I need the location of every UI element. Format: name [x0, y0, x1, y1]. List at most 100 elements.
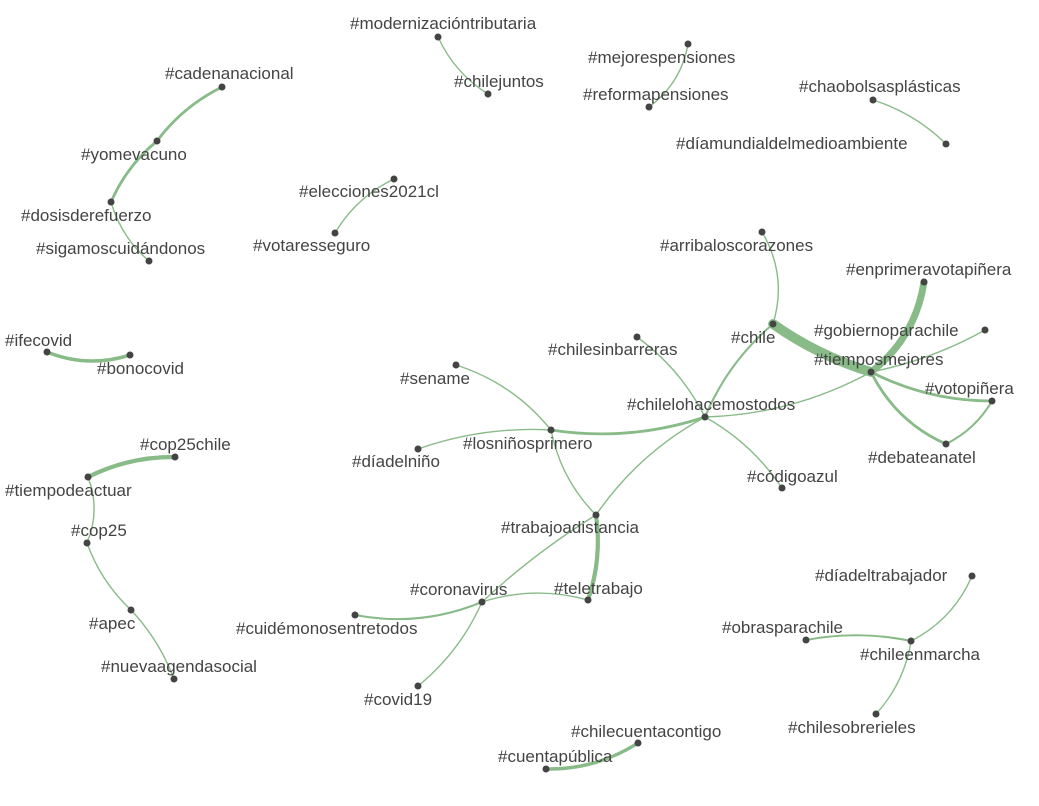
edge-chaobolsas-diamundial — [872, 99, 947, 145]
node-ifecovid[interactable] — [43, 348, 51, 356]
edge-trabajoadistancia-coronavirus — [481, 514, 597, 603]
edge-obrasparachile-chileenmarcha — [804, 634, 913, 643]
edge-trabajoadistancia-teletrabajo — [585, 512, 600, 603]
node-chile[interactable] — [769, 320, 777, 328]
node-cop25[interactable] — [83, 539, 91, 547]
node-bonocovid[interactable] — [126, 351, 134, 359]
edge-cop25chile-tiempodeactuar — [85, 454, 178, 480]
node-dosisderefuerzo[interactable] — [107, 198, 115, 206]
label-chileenmarcha: #chileenmarcha — [860, 645, 981, 664]
label-bonocovid: #bonocovid — [97, 359, 184, 378]
node-chileenmarcha[interactable] — [907, 637, 915, 645]
label-codigoazul: #códigoazul — [747, 467, 838, 486]
node-votaresseguro[interactable] — [331, 229, 339, 237]
label-chilelohacemostodos: #chilelohacemostodos — [627, 395, 795, 414]
node-elecciones2021cl[interactable] — [390, 175, 398, 183]
edge-dosisderefuerzo-sigamoscuidandonos — [110, 201, 150, 262]
node-chaobolsas[interactable] — [869, 96, 877, 104]
node-coronavirus[interactable] — [478, 598, 486, 606]
label-modernizacion: #modernizacióntributaria — [350, 14, 537, 33]
node-arribaloscorazones[interactable] — [758, 228, 766, 236]
node-votopinera[interactable] — [988, 397, 996, 405]
node-cuidemonos[interactable] — [351, 611, 359, 619]
node-chilesobrerieles[interactable] — [872, 710, 880, 718]
node-chilejuntos[interactable] — [484, 90, 492, 98]
node-covid19[interactable] — [414, 682, 422, 690]
label-diadelnino: #díadelniño — [352, 452, 440, 471]
label-votopinera: #votopiñera — [925, 379, 1014, 398]
node-yomevacuno[interactable] — [153, 137, 161, 145]
node-apec[interactable] — [127, 606, 135, 614]
node-chilecuentacontigo[interactable] — [634, 739, 642, 747]
node-chilesinbarreras[interactable] — [633, 333, 641, 341]
label-apec: #apec — [89, 614, 136, 633]
edge-sename-losninosprimero — [455, 364, 552, 431]
edge-modernizacion-chilejuntos — [437, 36, 489, 95]
node-tiempodeactuar[interactable] — [84, 473, 92, 481]
edge-diadeltrabajador-chileenmarcha — [910, 575, 973, 642]
node-codigoazul[interactable] — [778, 484, 786, 492]
label-losninosprimero: #losniñosprimero — [463, 434, 592, 453]
node-diamundial[interactable] — [942, 140, 950, 148]
node-debateanatel[interactable] — [942, 440, 950, 448]
label-chilecuentacontigo: #chilecuentacontigo — [571, 722, 721, 741]
node-modernizacion[interactable] — [434, 33, 442, 41]
edge-coronavirus-teletrabajo — [481, 592, 589, 603]
edge-tiemposmejores-chilelohacemostodos — [704, 371, 872, 418]
label-tiemposmejores: #tiemposmejores — [814, 350, 943, 369]
node-teletrabajo[interactable] — [584, 596, 592, 604]
edge-ifecovid-bonocovid — [45, 350, 132, 363]
edge-arribaloscorazones-chile — [761, 231, 780, 325]
edges-layer — [45, 36, 994, 771]
label-chile: #chile — [731, 328, 775, 347]
label-yomevacuno: #yomevacuno — [81, 145, 187, 164]
node-reformapensiones[interactable] — [645, 103, 653, 111]
node-chilelohacemostodos[interactable] — [701, 413, 709, 421]
node-sename[interactable] — [452, 361, 460, 369]
label-arribaloscorazones: #arribaloscorazones — [660, 236, 813, 255]
edge-chileenmarcha-chilesobrerieles — [875, 640, 912, 715]
node-cadenanacional[interactable] — [218, 83, 226, 91]
label-sename: #sename — [400, 369, 470, 388]
node-enprimeravotapinera[interactable] — [920, 278, 928, 286]
node-mejorespensiones[interactable] — [684, 40, 692, 48]
node-trabajoadistancia[interactable] — [592, 511, 600, 519]
edge-mejorespensiones-reformapensiones — [648, 43, 689, 108]
label-tiempodeactuar: #tiempodeactuar — [5, 481, 132, 500]
node-nuevaagendasocial[interactable] — [170, 675, 178, 683]
label-covid19: #covid19 — [364, 690, 432, 709]
node-losninosprimero[interactable] — [547, 426, 555, 434]
label-diadeltrabajador: #díadeltrabajador — [815, 566, 948, 585]
edge-tiemposmejores-votopinera — [869, 370, 994, 403]
edge-votopinera-debateanatel — [944, 399, 994, 446]
label-coronavirus: #coronavirus — [410, 580, 507, 599]
edge-tiemposmejores-debateanatel — [869, 370, 948, 446]
node-cuentapublica[interactable] — [542, 765, 550, 773]
label-chaobolsas: #chaobolsasplásticas — [799, 77, 961, 96]
label-cop25: #cop25 — [71, 521, 127, 540]
label-sigamoscuidandonos: #sigamoscuidándonos — [36, 239, 205, 258]
label-teletrabajo: #teletrabajo — [554, 579, 643, 598]
node-diadeltrabajador[interactable] — [968, 572, 976, 580]
edge-losninosprimero-trabajoadistancia — [550, 429, 597, 516]
node-cop25chile[interactable] — [171, 453, 179, 461]
node-gobiernoparachile[interactable] — [981, 326, 989, 334]
label-diamundial: #díamundialdelmedioambiente — [676, 134, 908, 153]
label-chilesinbarreras: #chilesinbarreras — [548, 340, 677, 359]
label-cuidemonos: #cuidémonosentretodos — [236, 619, 417, 638]
label-cop25chile: #cop25chile — [140, 435, 231, 454]
label-reformapensiones: #reformapensiones — [583, 85, 729, 104]
node-obrasparachile[interactable] — [802, 636, 810, 644]
label-trabajoadistancia: #trabajoadistancia — [501, 518, 640, 537]
node-diadelnino[interactable] — [414, 445, 422, 453]
label-chilesobrerieles: #chilesobrerieles — [788, 718, 916, 737]
edge-gobiernoparachile-tiemposmejores — [870, 329, 986, 373]
edge-chilelohacemostodos-codigoazul — [704, 416, 783, 489]
edge-chilelohacemostodos-trabajoadistancia — [595, 416, 706, 516]
label-cuentapublica: #cuentapública — [498, 747, 613, 766]
node-tiemposmejores[interactable] — [867, 368, 875, 376]
edge-tiempodeactuar-cop25 — [86, 476, 95, 544]
node-sigamoscuidandonos[interactable] — [145, 257, 153, 265]
nodes-layer — [43, 33, 996, 773]
